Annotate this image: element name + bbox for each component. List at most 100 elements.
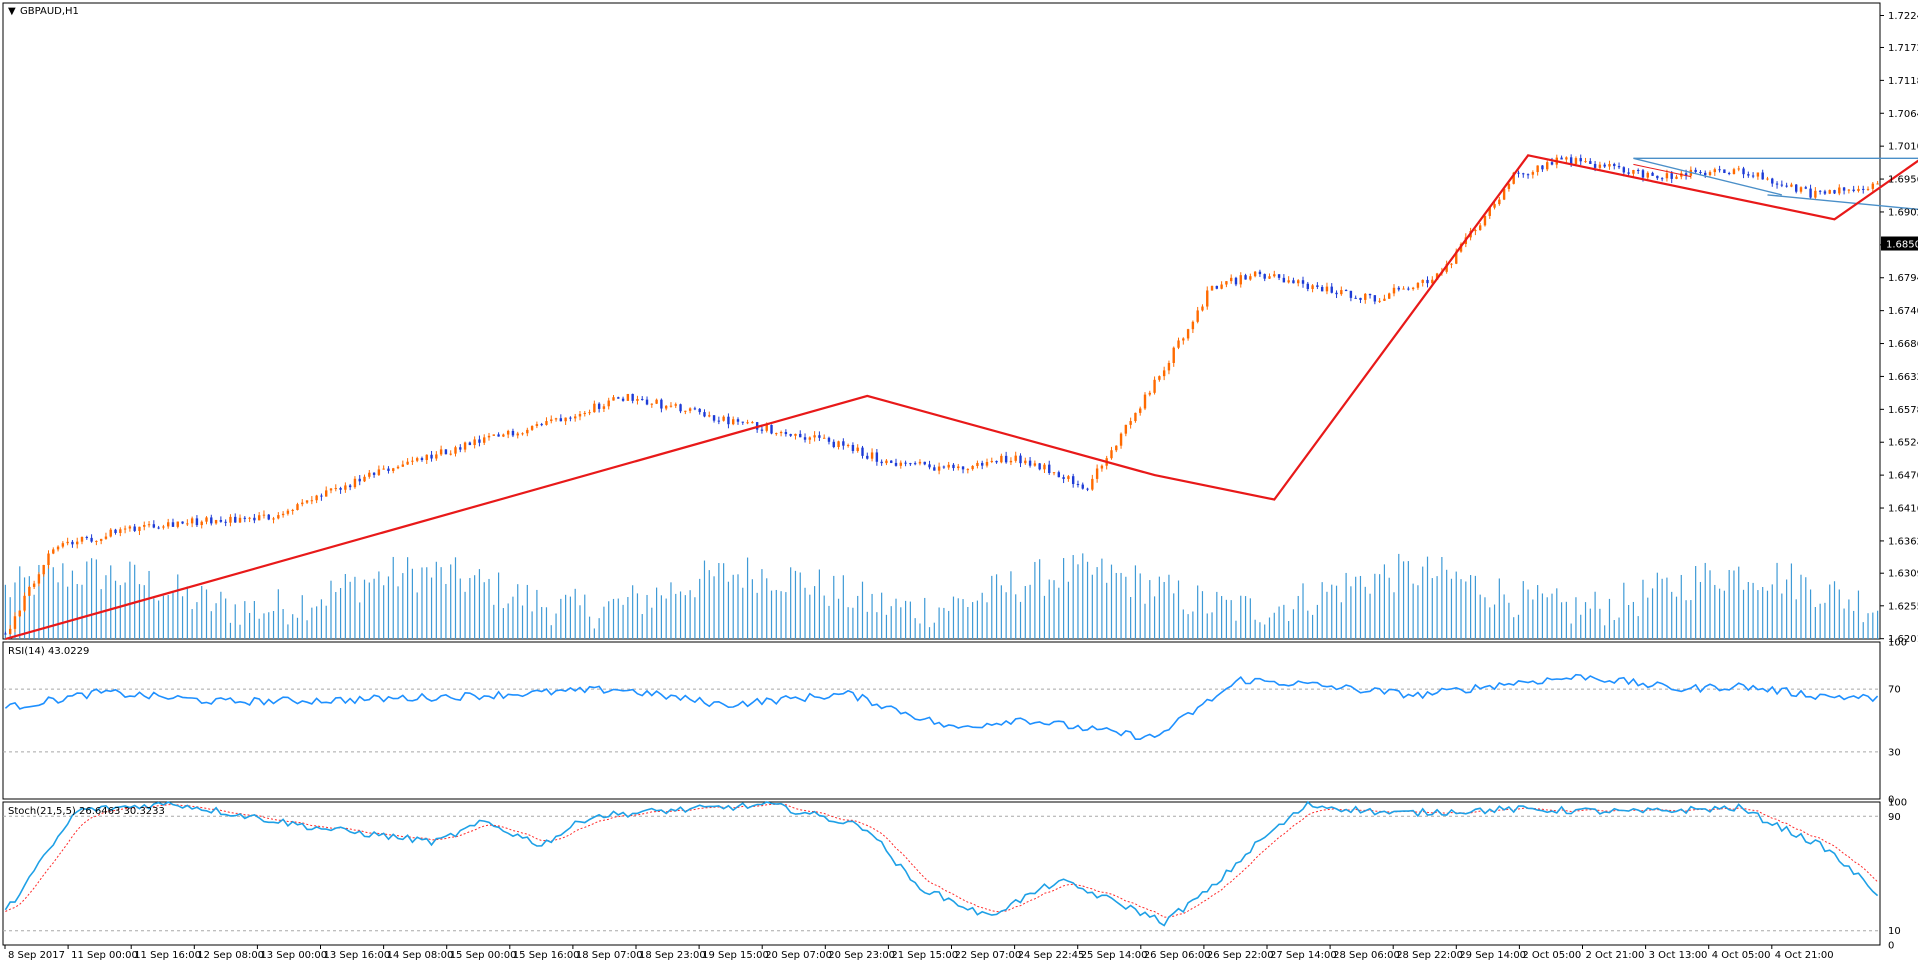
candle-body xyxy=(717,420,721,422)
candle-body xyxy=(1229,277,1233,282)
time-axis-label: 28 Sep 06:00 xyxy=(1333,950,1400,961)
candle-body xyxy=(597,403,601,409)
candle-body xyxy=(1478,225,1482,231)
candle-body xyxy=(708,415,711,417)
candle-body xyxy=(1115,445,1118,451)
candle-body xyxy=(947,464,950,468)
candle-body xyxy=(1636,169,1640,171)
candle-body xyxy=(1747,174,1750,176)
candle-body xyxy=(1129,421,1132,425)
stoch-signal-line xyxy=(5,803,1878,918)
candle-body xyxy=(1627,172,1630,174)
candle-body xyxy=(1258,271,1262,275)
candle-body xyxy=(415,458,419,461)
candle-body xyxy=(1795,184,1798,192)
candle-body xyxy=(18,610,21,617)
candle-body xyxy=(1182,338,1185,341)
stoch-title: Stoch(21,5,5) 26.6463 30.3233 xyxy=(8,806,165,817)
candle-body xyxy=(234,516,237,523)
candle-body xyxy=(406,461,409,465)
candle-body xyxy=(248,517,251,519)
candle-body xyxy=(205,517,208,522)
candle-body xyxy=(325,490,328,497)
current-price-box xyxy=(1881,236,1918,251)
candle-body xyxy=(229,516,232,523)
candle-body xyxy=(1646,172,1649,178)
candle-body xyxy=(1239,275,1242,285)
candle-body xyxy=(310,500,314,502)
candle-body xyxy=(166,522,170,527)
candle-body xyxy=(913,463,917,465)
stoch-main-line xyxy=(4,800,1879,927)
candle-body xyxy=(320,495,323,497)
rsi-axis-label: 70 xyxy=(1888,685,1901,696)
candle-body xyxy=(1076,484,1080,486)
candle-body xyxy=(1584,161,1587,163)
candle-body xyxy=(650,403,654,405)
candle-body xyxy=(104,536,108,539)
candle-body xyxy=(952,464,955,469)
candle-body xyxy=(1641,170,1645,178)
candle-body xyxy=(334,488,337,490)
candle-body xyxy=(559,418,563,422)
time-axis-label: 15 Sep 16:00 xyxy=(513,950,580,961)
candle-body xyxy=(1124,424,1128,434)
price-axis-label: 1.65780 xyxy=(1888,405,1918,416)
candle-body xyxy=(1095,468,1099,479)
candle-body xyxy=(1306,283,1310,290)
candle-body xyxy=(1876,183,1879,185)
candle-body xyxy=(382,468,385,470)
candle-body xyxy=(1143,394,1147,409)
candle-body xyxy=(1234,277,1238,285)
candle-body xyxy=(923,461,926,465)
candle-body xyxy=(621,398,625,401)
candle-body xyxy=(842,441,845,446)
candle-body xyxy=(1775,183,1779,185)
candle-body xyxy=(301,502,304,505)
candle-body xyxy=(875,452,879,462)
candle-body xyxy=(61,543,65,547)
candle-body xyxy=(1392,287,1396,294)
candle-body xyxy=(95,540,98,542)
candle-body xyxy=(210,517,213,524)
candle-body xyxy=(1799,187,1803,192)
candle-body xyxy=(1402,288,1405,290)
candle-body xyxy=(1311,285,1314,290)
candle-body xyxy=(1043,464,1046,470)
candle-body xyxy=(985,461,989,466)
candle-body xyxy=(535,424,539,427)
candle-body xyxy=(1435,273,1439,280)
candle-body xyxy=(693,408,697,410)
candle-body xyxy=(861,447,864,456)
stoch-axis-label: 0 xyxy=(1888,941,1894,952)
candle-body xyxy=(789,434,792,436)
time-axis-label: 4 Oct 21:00 xyxy=(1775,950,1834,961)
candle-body xyxy=(1656,175,1659,179)
candle-body xyxy=(727,416,730,425)
candle-body xyxy=(995,460,998,463)
time-axis-label: 24 Sep 22:45 xyxy=(1018,950,1085,961)
candle-body xyxy=(219,519,223,522)
candle-body xyxy=(918,461,922,464)
price-axis-label: 1.64160 xyxy=(1888,504,1918,515)
candle-body xyxy=(813,435,816,438)
candle-body xyxy=(612,397,615,401)
candle-body xyxy=(90,537,93,542)
candle-body xyxy=(1201,306,1204,311)
candle-body xyxy=(483,437,486,443)
price-axis-label: 1.69020 xyxy=(1888,207,1918,218)
candle-body xyxy=(736,419,740,422)
candle-body xyxy=(66,541,69,544)
candle-body xyxy=(28,586,31,596)
candle-body xyxy=(502,434,505,437)
candle-body xyxy=(1426,279,1429,284)
candle-body xyxy=(114,529,117,533)
time-axis-label: 14 Sep 08:00 xyxy=(387,950,454,961)
candle-body xyxy=(1517,172,1520,174)
candle-body xyxy=(1091,478,1094,490)
candle-body xyxy=(822,437,826,439)
candle-body xyxy=(1038,463,1041,470)
candle-body xyxy=(214,519,218,524)
candle-body xyxy=(1014,455,1017,461)
